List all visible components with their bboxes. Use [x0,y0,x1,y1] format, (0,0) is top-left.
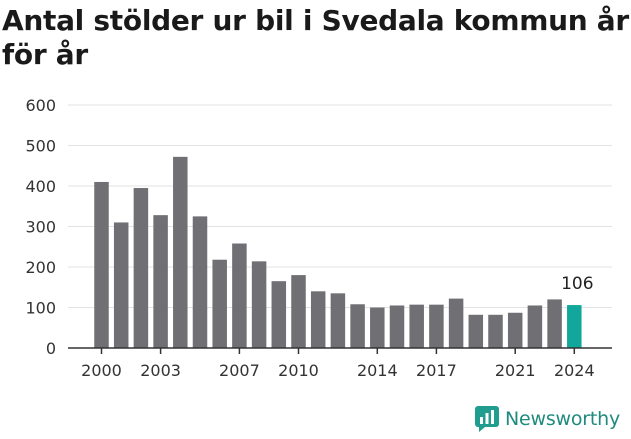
x-tick-label: 2010 [278,361,319,380]
bar-2020 [488,314,503,348]
bar-2024 [567,305,582,348]
bar-2003 [153,215,168,348]
y-tick-label: 100 [25,299,56,318]
bar-2006 [212,259,227,348]
highlight-data-label: 106 [561,274,593,294]
bar-chart: 0 100 200 300 400 500 600 2000 2003 2007 2010 2014… [25,96,612,380]
bar-2002 [133,188,149,348]
bar-2023 [547,299,562,348]
bar-2018 [448,298,464,348]
bar-2004 [173,156,188,348]
x-tick-label: 2014 [357,361,398,380]
bar-2022 [527,305,543,348]
bar-2000 [94,181,109,348]
bar-2015 [389,305,405,348]
y-tick-label: 0 [46,339,56,358]
x-tick-label: 2003 [140,361,181,380]
x-tick-label: 2007 [219,361,260,380]
chart-title: Antal stölder ur bil i Svedala kommun år… [2,4,629,71]
x-tick-label: 2021 [495,361,536,380]
bar-2016 [409,304,424,348]
y-tick-label: 300 [25,218,56,237]
y-tick-label: 400 [25,177,56,196]
bar-2013 [350,304,365,348]
bar-2001 [113,222,129,348]
bar-2010 [291,275,306,348]
bar-2011 [310,291,326,348]
newsworthy-logo: Newsworthy [475,406,620,432]
bar-2014 [370,307,385,348]
x-tick-label: 2024 [554,361,595,380]
bar-2008 [251,261,267,348]
bar-2012 [330,293,346,348]
bar-2017 [429,304,444,348]
bar-2005 [192,216,208,348]
bar-2007 [232,243,247,348]
y-tick-label: 600 [25,96,56,115]
y-tick-label: 200 [25,258,56,277]
newsworthy-logo-icon [475,406,499,432]
y-tick-label: 500 [25,137,56,156]
x-tick-label: 2017 [416,361,457,380]
newsworthy-logo-text: Newsworthy [505,408,621,430]
bar-2019 [468,314,484,348]
x-tick-label: 2000 [81,361,122,380]
bar-2021 [507,312,523,348]
bar-2009 [271,281,287,348]
